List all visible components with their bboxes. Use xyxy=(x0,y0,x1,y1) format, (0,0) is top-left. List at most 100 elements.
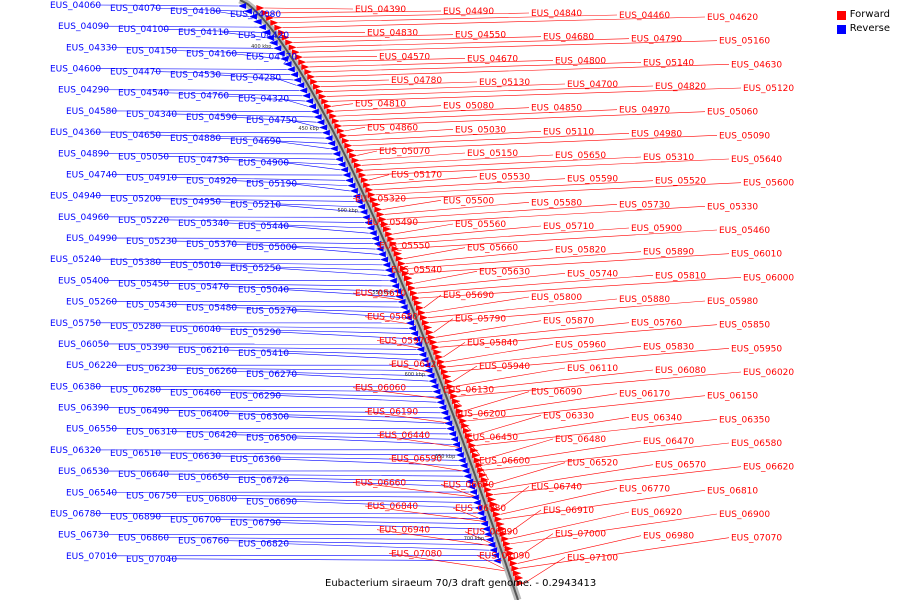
forward-gene-arrow xyxy=(313,83,322,90)
reverse-gene-arrow xyxy=(302,92,311,99)
reverse-gene-arrow xyxy=(324,135,333,142)
reverse-gene-label: EUS_06210 xyxy=(178,346,229,356)
forward-connector xyxy=(472,415,542,436)
reverse-gene-arrow xyxy=(436,399,445,406)
reverse-gene-arrow xyxy=(481,526,490,533)
reverse-gene-label: EUS_04580 xyxy=(66,107,117,117)
forward-connector xyxy=(377,182,742,200)
reverse-gene-label: EUS_04540 xyxy=(118,89,169,99)
reverse-gene-label: EUS_06220 xyxy=(66,361,117,371)
forward-connector xyxy=(289,34,454,38)
forward-gene-arrow xyxy=(285,39,294,46)
forward-connector xyxy=(425,296,530,314)
reverse-gene-label: EUS_04320 xyxy=(238,95,289,105)
forward-gene-label: EUS_05600 xyxy=(743,179,794,189)
reverse-connector xyxy=(273,458,460,466)
forward-connector xyxy=(483,440,642,466)
reverse-gene-arrow xyxy=(470,494,479,501)
forward-gene-arrow xyxy=(391,245,400,252)
forward-gene-label: EUS_04820 xyxy=(655,82,706,92)
reverse-connector xyxy=(213,137,328,144)
forward-gene-label: EUS_06000 xyxy=(743,273,794,283)
forward-gene-arrow xyxy=(356,167,365,174)
forward-gene-label: EUS_06170 xyxy=(619,390,670,400)
forward-gene-arrow xyxy=(349,152,358,159)
forward-gene-label: EUS_06480 xyxy=(555,435,606,445)
reverse-gene-arrow xyxy=(455,452,464,459)
forward-gene-label: EUS_05130 xyxy=(479,78,530,88)
forward-gene-arrow xyxy=(395,255,404,262)
forward-connector xyxy=(445,344,554,363)
reverse-connector xyxy=(229,434,451,440)
forward-gene-label: EUS_06660 xyxy=(355,478,406,488)
forward-gene-label: EUS_05650 xyxy=(555,151,606,161)
forward-gene-arrow xyxy=(415,304,424,311)
reverse-gene-label: EUS_06510 xyxy=(110,449,161,459)
forward-gene-label: EUS_05730 xyxy=(619,200,670,210)
scale-tick-label: 600 kbp xyxy=(405,372,425,378)
reverse-gene-arrow xyxy=(280,55,289,62)
reverse-connector xyxy=(289,500,475,509)
forward-gene-label: EUS_04970 xyxy=(619,106,670,116)
reverse-gene-label: EUS_05270 xyxy=(246,307,297,317)
reverse-gene-arrow xyxy=(397,298,406,305)
reverse-gene-arrow xyxy=(467,483,476,490)
reverse-gene-arrow xyxy=(416,346,425,353)
reverse-connector xyxy=(281,352,421,361)
forward-gene-label: EUS_05140 xyxy=(643,58,694,68)
forward-gene-label: EUS_06740 xyxy=(531,482,582,492)
forward-gene-arrow xyxy=(452,398,461,405)
forward-gene-label: EUS_06080 xyxy=(655,366,706,376)
reverse-gene-label: EUS_06420 xyxy=(186,431,237,441)
reverse-gene-arrow xyxy=(448,430,457,437)
reverse-connector xyxy=(221,349,419,355)
forward-connector xyxy=(364,156,642,171)
reverse-gene-arrow xyxy=(457,457,466,464)
forward-gene-arrow xyxy=(511,565,520,572)
forward-gene-label: EUS_04860 xyxy=(367,123,418,133)
forward-gene-label: EUS_05460 xyxy=(719,226,770,236)
forward-connector xyxy=(399,229,718,250)
forward-gene-label: EUS_06880 xyxy=(455,504,506,514)
forward-connector xyxy=(490,462,566,486)
reverse-gene-label: EUS_06730 xyxy=(58,531,109,541)
forward-connector xyxy=(507,509,542,535)
reverse-connector xyxy=(109,47,274,49)
reverse-gene-label: EUS_04290 xyxy=(58,86,109,96)
forward-connector xyxy=(366,158,730,176)
forward-gene-arrow xyxy=(468,442,477,449)
reverse-gene-arrow xyxy=(450,436,459,443)
forward-gene-label: EUS_05660 xyxy=(467,244,518,254)
reverse-gene-label: EUS_06280 xyxy=(110,385,161,395)
reverse-gene-arrow xyxy=(368,230,377,237)
reverse-gene-arrow xyxy=(269,39,278,46)
reverse-connector xyxy=(161,537,486,540)
reverse-connector xyxy=(281,225,369,234)
forward-gene-label: EUS_05330 xyxy=(707,202,758,212)
reverse-gene-label: EUS_04730 xyxy=(178,155,229,165)
reverse-gene-label: EUS_05340 xyxy=(178,219,229,229)
forward-gene-label: EUS_06590 xyxy=(391,455,442,465)
forward-gene-label: EUS_05710 xyxy=(543,222,594,232)
reverse-connector xyxy=(169,50,277,54)
forward-connector xyxy=(452,365,478,382)
forward-connector xyxy=(371,176,478,186)
reverse-connector xyxy=(153,452,456,456)
forward-connector xyxy=(274,12,530,19)
forward-gene-label: EUS_04490 xyxy=(443,7,494,17)
forward-connector xyxy=(326,85,654,97)
reverse-gene-label: EUS_06790 xyxy=(230,518,281,528)
reverse-gene-arrow xyxy=(384,267,393,274)
reverse-gene-label: EUS_04690 xyxy=(230,137,281,147)
reverse-gene-label: EUS_04420 xyxy=(238,31,289,41)
reverse-connector xyxy=(281,289,396,297)
forward-gene-arrow xyxy=(307,73,316,80)
forward-connector xyxy=(331,103,354,107)
reverse-gene-arrow xyxy=(489,547,498,554)
forward-gene-label: EUS_06470 xyxy=(643,437,694,447)
forward-gene-arrow xyxy=(351,157,360,164)
reverse-gene-label: EUS_06320 xyxy=(50,446,101,456)
reverse-gene-arrow xyxy=(480,520,489,527)
reverse-gene-label: EUS_05040 xyxy=(238,285,289,295)
